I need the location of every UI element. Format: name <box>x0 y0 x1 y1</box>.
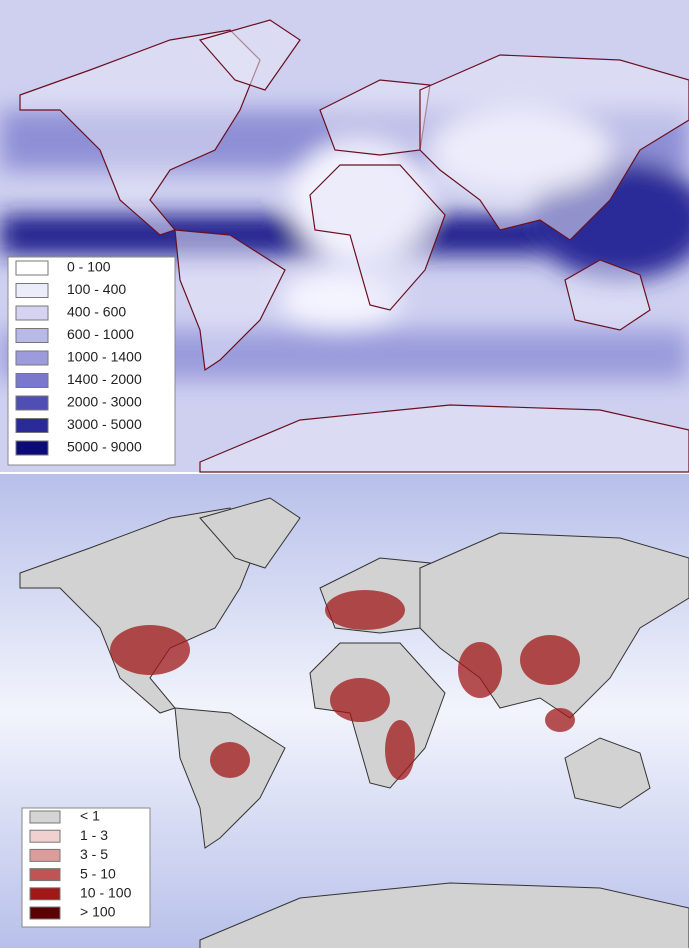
legend-swatch <box>15 305 49 321</box>
legend: 0 - 100 100 - 400 400 - 600 600 - 1000 1000 … <box>7 256 176 466</box>
legend-label: 100 - 400 <box>67 281 126 297</box>
legend-swatch <box>29 906 61 920</box>
legend-swatch <box>15 440 49 456</box>
legend-swatch <box>29 810 61 824</box>
legend-label: 5000 - 9000 <box>67 439 142 455</box>
legend-label: 5 - 10 <box>80 865 116 881</box>
legend: < 1 1 - 3 3 - 5 5 - 10 10 - 100 > 100 <box>21 807 151 928</box>
legend-swatch <box>15 418 49 433</box>
population-density <box>110 590 580 780</box>
legend-swatch <box>15 283 49 298</box>
legend-swatch <box>29 848 61 862</box>
legend-label: 1000 - 1400 <box>67 349 142 365</box>
rainfall-map <box>0 0 689 473</box>
legend-label: 2000 - 3000 <box>67 394 142 410</box>
legend-label: 3000 - 5000 <box>67 416 142 432</box>
legend-label: 3 - 5 <box>80 846 108 862</box>
legend-swatch <box>29 868 61 882</box>
legend-swatch <box>15 350 49 366</box>
legend-swatch <box>29 829 61 843</box>
legend-label: 10 - 100 <box>80 885 132 901</box>
legend-label: 400 - 600 <box>67 304 126 320</box>
legend-swatch <box>15 328 49 343</box>
legend-label: < 1 <box>80 808 100 824</box>
legend-swatch <box>15 373 49 388</box>
legend-label: 1400 - 2000 <box>67 371 142 387</box>
legend-label: 600 - 1000 <box>67 326 134 342</box>
legend-label: 1 - 3 <box>80 827 108 843</box>
legend-swatch <box>15 395 49 411</box>
legend-label: > 100 <box>80 904 116 920</box>
legend-swatch <box>29 887 61 901</box>
legend-swatch <box>15 260 49 276</box>
legend-label: 0 - 100 <box>67 259 111 275</box>
